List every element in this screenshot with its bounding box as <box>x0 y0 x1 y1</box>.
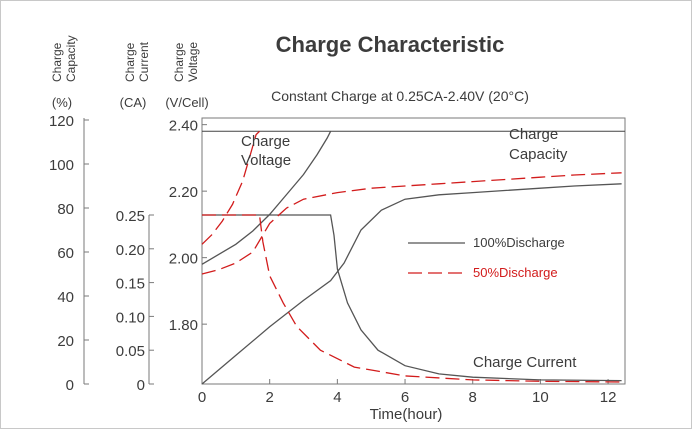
capacity-tick-label: 80 <box>57 201 74 218</box>
legend-label-50-discharge: 50%Discharge <box>473 265 558 280</box>
100-discharge-voltage-line <box>201 131 332 265</box>
capacity-tick-label: 20 <box>57 333 74 350</box>
current-axis-title-line2: Current <box>137 41 151 82</box>
capacity-axis-title-line2: Capacity <box>64 35 78 82</box>
x-tick-label: 6 <box>401 389 409 406</box>
chart-title: Charge Characteristic <box>276 32 505 57</box>
data-series <box>201 130 622 385</box>
100-discharge-current-line <box>202 214 622 382</box>
voltage-axis-title-line2: Voltage <box>186 42 200 82</box>
100-discharge-capacity-line <box>201 183 622 385</box>
current-tick-label: 0.10 <box>116 309 145 326</box>
capacity-tick-label: 0 <box>66 377 74 394</box>
capacity-tick-label: 120 <box>49 113 74 130</box>
capacity-tick-label: 60 <box>57 245 74 262</box>
current-tick-label: 0.20 <box>116 242 145 259</box>
capacity-curve-label-line2: Capacity <box>509 146 568 163</box>
plot-area-frame <box>201 117 626 385</box>
voltage-tick-label: 2.20 <box>169 184 198 201</box>
legend-label-100-discharge: 100%Discharge <box>473 235 565 250</box>
50-discharge-current-line <box>202 214 622 383</box>
current-axis-title: Charge Current <box>123 41 151 82</box>
capacity-tick-label: 100 <box>49 157 74 174</box>
current-curve-label: Charge Current <box>473 354 577 371</box>
capacity-tick-label: 40 <box>57 289 74 306</box>
x-tick-label: 0 <box>198 389 206 406</box>
voltage-curve-label-line2: Voltage <box>241 152 291 169</box>
x-tick-label: 4 <box>333 389 341 406</box>
capacity-axis-unit: (%) <box>52 95 72 110</box>
capacity-curve-label-line1: Charge <box>509 126 558 143</box>
capacity-axis-title-line1: Charge <box>50 42 64 82</box>
current-tick-label: 0.25 <box>116 208 145 225</box>
x-axis-label: Time(hour) <box>370 406 443 423</box>
chart-subtitle: Constant Charge at 0.25CA-2.40V (20°C) <box>271 88 529 104</box>
current-tick-label: 0 <box>137 377 145 394</box>
voltage-curve-label-line1: Charge <box>241 133 290 150</box>
chart-legend: 100%Discharge 50%Discharge <box>408 235 565 280</box>
x-tick-label: 2 <box>266 389 274 406</box>
50-discharge-capacity-line <box>201 172 622 275</box>
current-axis-title-line1: Charge <box>123 42 137 82</box>
voltage-axis-title-line1: Charge <box>172 42 186 82</box>
voltage-tick-label: 2.40 <box>169 118 198 135</box>
50-discharge-voltage-line <box>201 130 260 245</box>
current-tick-label: 0.15 <box>116 276 145 293</box>
capacity-axis-title: Charge Capacity <box>50 35 78 82</box>
voltage-axis-title: Charge Voltage <box>172 42 200 82</box>
current-axis-unit: (CA) <box>120 95 147 110</box>
x-tick-label: 8 <box>469 389 477 406</box>
current-tick-label: 0.05 <box>116 343 145 360</box>
axis-ticks: 0 2 4 6 8 10 12 120 100 80 60 40 20 0 0.25 0.20 0.15 0.10… <box>49 113 616 406</box>
voltage-tick-label: 1.80 <box>169 317 198 334</box>
voltage-axis-unit: (V/Cell) <box>165 95 208 110</box>
voltage-tick-label: 2.00 <box>169 251 198 268</box>
x-tick-label: 12 <box>600 389 617 406</box>
x-tick-label: 10 <box>532 389 549 406</box>
